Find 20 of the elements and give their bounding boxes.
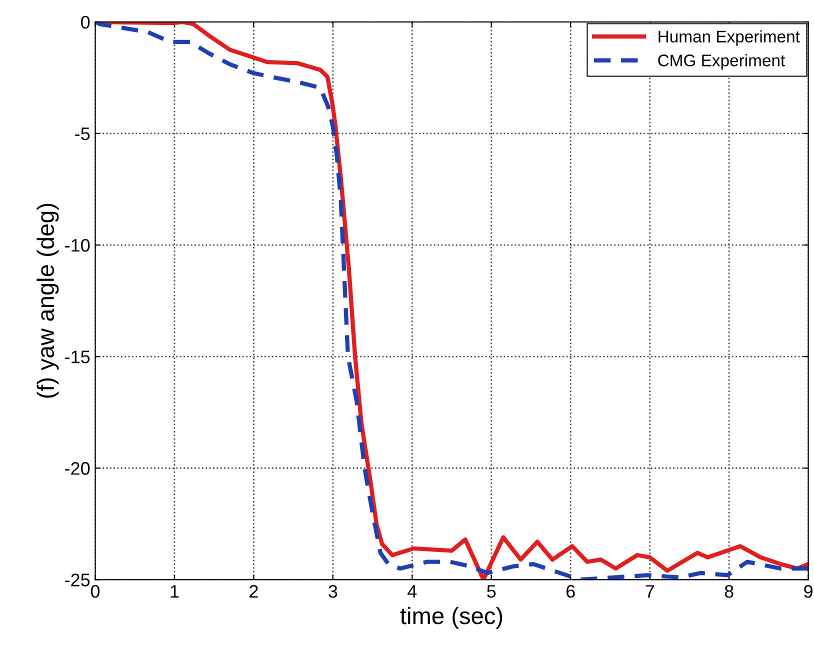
x-tick-label: 0 — [90, 585, 100, 598]
y-tick-label: -25 — [65, 574, 90, 586]
x-tick-label: 9 — [804, 585, 812, 598]
legend-label: Human Experiment — [658, 30, 800, 46]
y-tick-label: -10 — [65, 238, 90, 252]
x-tick-label: 3 — [328, 585, 338, 598]
x-tick-label: 8 — [724, 585, 734, 598]
y-tick-label: 0 — [81, 16, 90, 29]
x-tick-label: 6 — [566, 585, 575, 598]
x-axis-title: time (sec) — [400, 606, 502, 629]
x-tick-label: 2 — [250, 585, 258, 598]
x-tick-label: 4 — [408, 585, 417, 598]
x-tick-label: 7 — [646, 585, 654, 598]
x-tick-label: 5 — [487, 585, 496, 598]
y-tick-label: -20 — [65, 462, 90, 475]
y-axis-title: (f) yaw angle (deg) — [36, 204, 59, 398]
legend-label: CMG Experiment — [658, 54, 786, 70]
x-tick-label: 1 — [170, 585, 179, 598]
y-tick-label: -15 — [65, 350, 90, 364]
y-tick-label: -5 — [75, 128, 90, 140]
